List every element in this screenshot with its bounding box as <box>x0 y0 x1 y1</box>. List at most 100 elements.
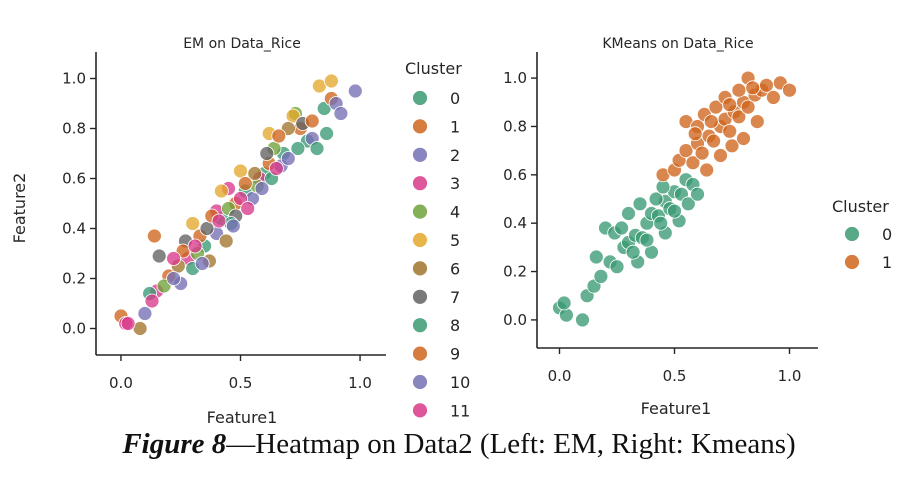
data-point-cluster-10 <box>280 151 296 166</box>
data-point-cluster-0 <box>653 215 669 231</box>
data-point-cluster-1 <box>687 126 703 142</box>
y-tick-label: 0.8 <box>503 117 527 135</box>
kmeans-x-label: Feature1 <box>641 399 712 418</box>
em-points <box>113 73 363 336</box>
kmeans-chart: KMeans on Data_Rice 0.0 0.2 0.4 0.6 0.8 1.0 0… <box>503 36 892 418</box>
data-point-cluster-0 <box>625 244 641 260</box>
data-point-cluster-1 <box>736 131 751 146</box>
data-point-cluster-1 <box>782 82 797 98</box>
data-point-cluster-5 <box>185 216 201 231</box>
legend-label-cluster-7: 7 <box>450 288 460 307</box>
legend-label-cluster-9: 9 <box>450 345 460 364</box>
data-point-cluster-10 <box>333 106 349 121</box>
legend-marker-cluster-10 <box>412 374 428 390</box>
x-tick-label: 0.5 <box>229 374 253 392</box>
y-tick-label: 0.0 <box>62 320 86 338</box>
data-point-cluster-6 <box>218 233 234 249</box>
data-point-cluster-5 <box>233 163 248 179</box>
legend-marker-cluster-1 <box>412 118 428 135</box>
y-tick-label: 0.2 <box>62 270 86 288</box>
data-point-cluster-7 <box>259 146 275 161</box>
data-point-cluster-8 <box>290 141 306 156</box>
y-tick-label: 0.6 <box>62 170 86 188</box>
legend-marker-cluster-0 <box>412 90 428 106</box>
data-point-cluster-11 <box>240 201 256 216</box>
data-point-cluster-11 <box>120 316 136 331</box>
em-legend: 0 1 2 3 4 5 6 7 8 9 10 11 <box>412 89 470 420</box>
data-point-cluster-11 <box>144 293 160 309</box>
data-point-cluster-0 <box>632 196 648 212</box>
legend-marker-cluster-7 <box>412 288 428 305</box>
data-point-cluster-5 <box>213 183 229 199</box>
em-chart: EM on Data_Rice 0.00.20.40.60.81.0 0.0 0.… <box>10 36 470 427</box>
kmeans-legend: 01 <box>844 225 892 272</box>
legend-label-cluster-8: 8 <box>450 316 460 335</box>
data-point-cluster-7 <box>199 221 215 236</box>
data-point-cluster-0 <box>556 295 572 311</box>
data-point-cluster-0 <box>690 186 705 202</box>
data-point-cluster-1 <box>740 99 756 115</box>
legend-marker-cluster-1 <box>844 254 860 270</box>
data-point-cluster-1 <box>678 143 694 159</box>
caption-text: Heatmap on Data2 (Left: EM, Right: Kmean… <box>255 428 796 460</box>
kmeans-x-ticks: 0.0 0.5 1.0 <box>548 348 802 385</box>
data-point-cluster-0 <box>559 307 574 323</box>
legend-marker-cluster-3 <box>412 175 428 192</box>
legend-label-cluster-6: 6 <box>450 259 460 278</box>
legend-label-cluster-3: 3 <box>450 174 460 193</box>
data-point-cluster-2 <box>347 83 363 99</box>
x-tick-label: 0.0 <box>109 374 133 392</box>
legend-label-cluster-0: 0 <box>450 89 460 108</box>
data-point-cluster-11 <box>166 251 182 266</box>
legend-marker-cluster-9 <box>412 345 428 362</box>
data-point-cluster-1 <box>722 123 738 139</box>
legend-label-cluster-2: 2 <box>450 146 460 165</box>
legend-marker-cluster-8 <box>412 317 428 334</box>
y-tick-label: 0.6 <box>503 166 527 184</box>
x-tick-label: 1.0 <box>348 374 372 392</box>
x-tick-label: 1.0 <box>778 367 802 385</box>
data-point-cluster-0 <box>609 259 625 275</box>
data-point-cluster-1 <box>759 77 774 93</box>
data-point-cluster-11 <box>268 161 284 176</box>
data-point-cluster-1 <box>724 138 740 154</box>
data-point-cluster-10 <box>194 256 210 271</box>
em-legend-title: Cluster <box>405 59 462 78</box>
data-point-cluster-1 <box>745 80 761 96</box>
legend-marker-cluster-4 <box>412 203 428 220</box>
data-point-cluster-1 <box>749 114 765 129</box>
data-point-cluster-6 <box>247 166 263 181</box>
data-point-cluster-9 <box>146 228 162 244</box>
em-chart-title: EM on Data_Rice <box>183 36 301 52</box>
em-y-label: Feature2 <box>10 173 29 244</box>
data-point-cluster-0 <box>588 249 604 265</box>
data-point-cluster-8 <box>319 126 335 141</box>
legend-label-cluster-1: 1 <box>450 117 460 136</box>
figure-label: Figure 8 <box>122 428 227 460</box>
x-tick-label: 0.5 <box>663 367 687 385</box>
data-point-cluster-1 <box>766 90 781 105</box>
data-point-cluster-7 <box>151 248 167 264</box>
data-point-cluster-5 <box>323 73 339 89</box>
data-point-cluster-0 <box>614 220 629 236</box>
em-x-ticks: 0.0 0.5 1.0 <box>109 355 372 392</box>
legend-label-cluster-1: 1 <box>882 253 892 272</box>
data-point-cluster-1 <box>731 82 747 98</box>
kmeans-points <box>552 70 797 328</box>
y-tick-label: 1.0 <box>62 70 86 88</box>
data-point-cluster-1 <box>722 97 738 113</box>
legend-marker-cluster-5 <box>412 232 428 248</box>
data-point-cluster-0 <box>621 206 636 221</box>
em-x-label: Feature1 <box>207 408 278 427</box>
kmeans-y-ticks: 0.0 0.2 0.4 0.6 0.8 1.0 <box>503 69 537 329</box>
y-tick-label: 0.4 <box>503 214 527 232</box>
em-y-ticks: 0.0 0.2 0.4 0.6 0.8 1.0 <box>62 70 96 338</box>
y-tick-label: 0.0 <box>503 311 527 329</box>
data-point-cluster-1 <box>685 155 701 171</box>
data-point-cluster-1 <box>694 145 710 161</box>
data-point-cluster-1 <box>703 114 719 129</box>
data-point-cluster-9 <box>237 176 253 191</box>
legend-marker-cluster-0 <box>844 226 860 242</box>
data-point-cluster-9 <box>304 113 320 129</box>
legend-label-cluster-11: 11 <box>450 401 470 420</box>
